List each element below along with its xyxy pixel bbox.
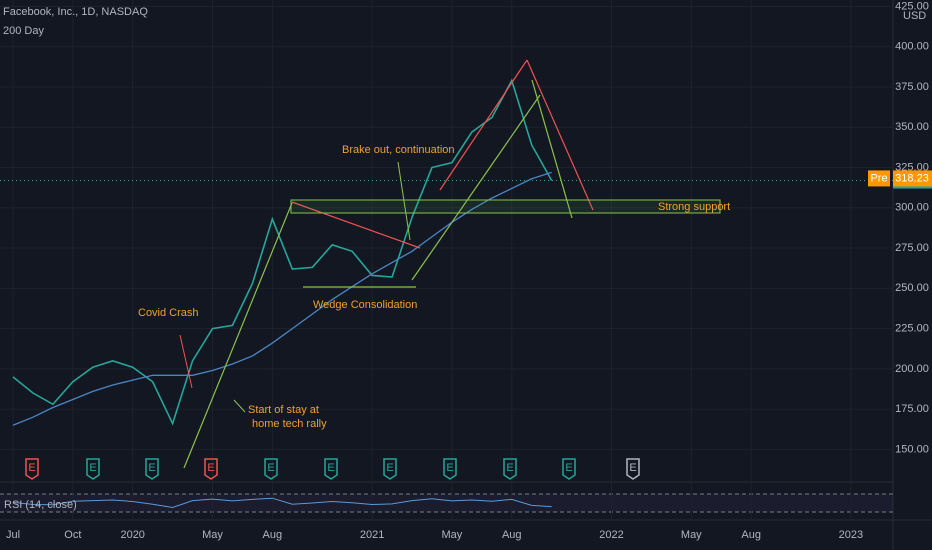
x-tick-label: Aug	[263, 529, 283, 541]
x-tick-label: 2022	[599, 529, 623, 541]
y-tick-label: 350.00	[895, 121, 929, 133]
price-axis	[893, 0, 932, 550]
earnings-label: E	[267, 462, 274, 474]
earnings-icon	[383, 458, 397, 480]
earnings-icon	[145, 458, 159, 480]
x-tick-label: Aug	[741, 529, 761, 541]
annotation: Covid Crash	[138, 307, 199, 319]
series-line	[12, 497, 552, 509]
x-tick-label: Jul	[6, 529, 20, 541]
earnings-icon	[25, 458, 39, 480]
rsi-band	[0, 494, 893, 512]
pre-tag	[868, 170, 890, 187]
earnings-icon	[626, 458, 640, 480]
earnings-label: E	[28, 462, 35, 474]
earnings-icon	[264, 458, 278, 480]
earnings-icon	[86, 458, 100, 480]
trend-line	[183, 202, 293, 469]
trend-line	[439, 59, 528, 191]
earnings-label: E	[386, 462, 393, 474]
trend-line	[411, 94, 541, 281]
price-tag	[893, 170, 932, 187]
x-tick-label: Oct	[64, 529, 81, 541]
y-tick-label: 150.00	[895, 443, 929, 455]
earnings-label: E	[207, 462, 214, 474]
earnings-label: E	[506, 462, 513, 474]
arrow	[397, 161, 411, 241]
x-tick-label: 2021	[360, 529, 384, 541]
annotation: home tech rally	[252, 418, 327, 430]
annotation: Wedge Consolidation	[313, 299, 417, 311]
series-line	[12, 171, 552, 426]
annotation: Start of stay at	[248, 404, 319, 416]
earnings-label: E	[89, 462, 96, 474]
earnings-label: E	[446, 462, 453, 474]
earnings-icon	[503, 458, 517, 480]
y-tick-label: 175.00	[895, 403, 929, 415]
annotation: Brake out, continuation	[342, 144, 455, 156]
x-tick-label: May	[442, 529, 463, 541]
y-tick-label: 275.00	[895, 242, 929, 254]
trend-line	[531, 79, 573, 219]
pre-price: 318.23	[895, 172, 929, 184]
earnings-label: E	[565, 462, 572, 474]
earnings-label: E	[327, 462, 334, 474]
trend-line	[291, 201, 421, 249]
y-tick-label: 225.00	[895, 322, 929, 334]
earnings-icon	[443, 458, 457, 480]
drawings	[179, 59, 721, 469]
plot	[0, 0, 893, 520]
pre-label: Pre	[870, 172, 887, 184]
x-tick-label: 2020	[120, 529, 144, 541]
earnings-icon	[204, 458, 218, 480]
x-tick-label: May	[202, 529, 223, 541]
x-tick-label: May	[681, 529, 702, 541]
y-tick-label: 375.00	[895, 81, 929, 93]
arrow	[179, 334, 193, 389]
chart-title: Facebook, Inc., 1D, NASDAQ	[3, 6, 148, 18]
support-zone	[290, 199, 721, 214]
earnings-icon	[324, 458, 338, 480]
arrow	[233, 399, 246, 413]
trend-line	[526, 59, 594, 211]
y-tick-label: 250.00	[895, 282, 929, 294]
y-tick-label: 400.00	[895, 41, 929, 53]
y-tick-label: 200.00	[895, 363, 929, 375]
earnings-label: E	[629, 462, 636, 474]
annotation: Strong support	[658, 201, 730, 213]
rsi-title: RSI (14, close)	[4, 499, 77, 511]
y-tick-label: 425.00	[895, 0, 929, 12]
series-line	[12, 78, 553, 426]
y-tick-label: 300.00	[895, 202, 929, 214]
x-tick-label: Aug	[502, 529, 522, 541]
earnings-icon	[562, 458, 576, 480]
legend-entry: 200 Day	[3, 25, 44, 37]
currency: USD	[903, 10, 926, 22]
x-tick-label: 2023	[839, 529, 863, 541]
earnings-label: E	[148, 462, 155, 474]
